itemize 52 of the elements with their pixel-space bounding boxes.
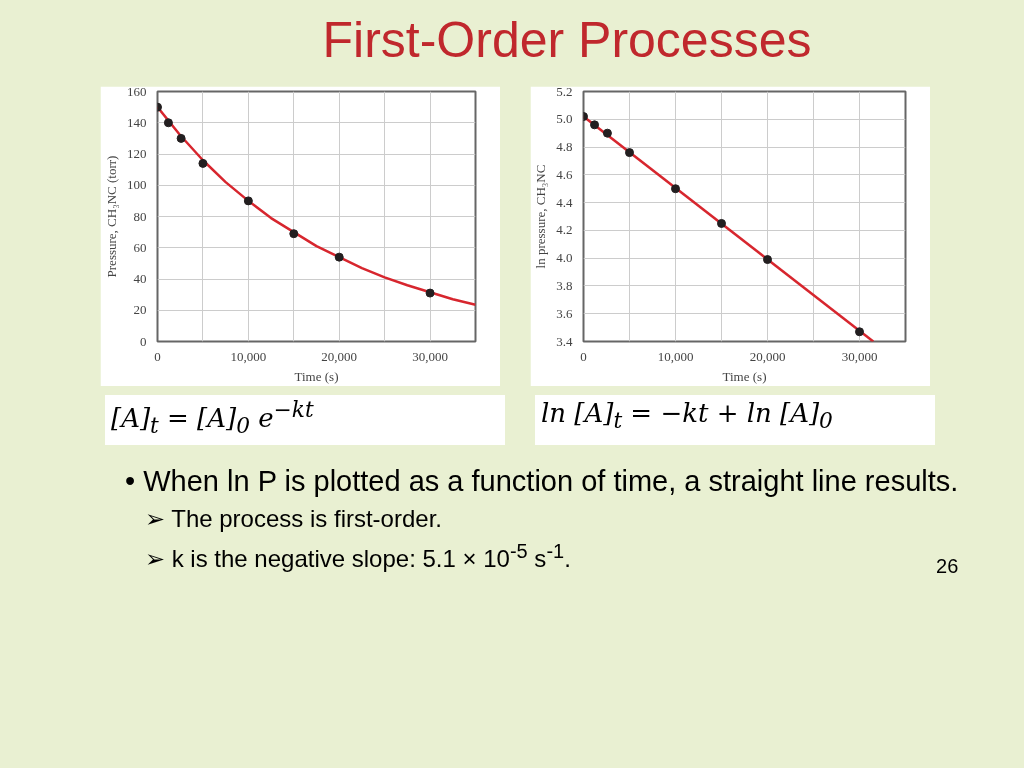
- point: [717, 218, 726, 228]
- point: [176, 133, 186, 143]
- text: • When ln P is plotted as a function of time, a straight line results.: [125, 464, 959, 499]
- y-tick-label: 3.4: [556, 333, 573, 349]
- y-tick-label: 160: [127, 83, 147, 99]
- point: [289, 229, 299, 239]
- point: [671, 184, 680, 194]
- y-tick-label: 40: [133, 271, 147, 286]
- point: [334, 252, 344, 262]
- y-tick-label: 5.0: [556, 111, 573, 127]
- y-tick-label: 3.6: [556, 305, 573, 321]
- point: [763, 255, 772, 265]
- x-tick-label: 30,000: [412, 348, 448, 364]
- x-tick-label: 0: [580, 348, 587, 364]
- y-tick-label: 3.8: [556, 277, 573, 293]
- x-tick-label: 20,000: [321, 348, 358, 364]
- x-tick-label: 30,000: [841, 348, 878, 364]
- point: [163, 118, 173, 128]
- y-tick-label: 4.4: [556, 194, 573, 210]
- point: [855, 327, 864, 337]
- text: ➢ k is the negative slope: 5.1 × 10$^{-5}$ s$^{-1}$.: [145, 539, 571, 572]
- y-axis-title: Pressure, CH₃NC (torr): [104, 155, 119, 278]
- y-tick-label: 4.0: [556, 250, 573, 266]
- y-tick-label: 0: [140, 333, 147, 349]
- y-tick-label: 4.8: [556, 139, 573, 155]
- y-tick-label: 140: [127, 114, 147, 130]
- x-tick-label: 20,000: [749, 348, 786, 364]
- point: [425, 288, 435, 298]
- text: [A]$_{t}$ = [A]$_{0}$ e$^{−kt}$: [111, 396, 314, 440]
- y-tick-label: 60: [133, 239, 147, 255]
- x-tick-label: 0: [154, 348, 161, 364]
- y-tick-label: 4.6: [556, 166, 573, 182]
- chart-title: First-Order Processes: [322, 11, 812, 70]
- point: [602, 128, 612, 138]
- point: [590, 120, 600, 130]
- text: 26: [936, 554, 959, 577]
- x-tick-label: 10,000: [657, 348, 694, 364]
- y-tick-label: 20: [133, 302, 147, 318]
- point: [198, 158, 208, 168]
- text: ln [A]$_{t}$ = −kt + ln [A]$_{0}$: [541, 397, 833, 436]
- point: [625, 148, 634, 158]
- y-axis-title: ln pressure, CH₃NC: [533, 164, 549, 269]
- x-axis-title: Time (s): [294, 368, 339, 384]
- y-tick-label: 100: [127, 177, 147, 193]
- y-tick-label: 80: [133, 208, 147, 224]
- point: [243, 196, 253, 206]
- y-tick-label: 4.2: [556, 222, 573, 238]
- y-tick-label: 5.2: [556, 83, 573, 99]
- x-tick-label: 10,000: [230, 348, 267, 364]
- text: ➢ The process is first-order.: [145, 504, 443, 535]
- x-axis-title: Time (s): [722, 368, 767, 384]
- y-tick-label: 120: [127, 146, 147, 161]
